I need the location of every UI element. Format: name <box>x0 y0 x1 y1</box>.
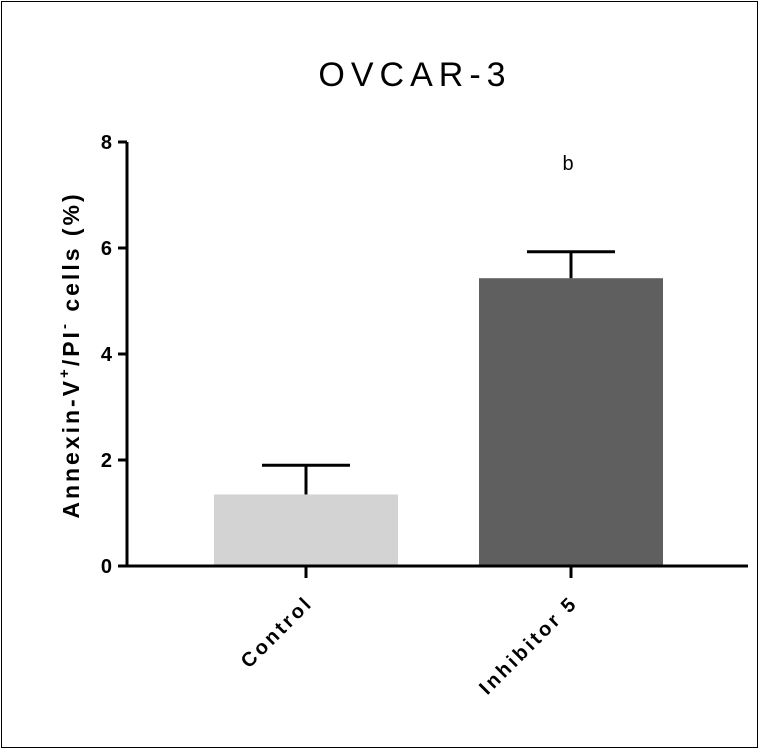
x-tick-label-1: Inhibitor 5 <box>475 592 582 699</box>
y-axis-label-sup1: + <box>56 366 73 378</box>
y-axis-label: Annexin-V+/PI- cells (%) <box>56 191 84 518</box>
y-tick-label-1: 2 <box>101 450 112 472</box>
plot-area: b 0 2 4 6 8 Control Inhibitor 5 <box>101 132 748 699</box>
y-tick-label-3: 6 <box>101 238 112 260</box>
bar-1 <box>479 278 663 566</box>
annotation-1: b <box>562 153 573 175</box>
y-axis-label-part2: /PI <box>58 329 84 366</box>
y-axis-label-part3: cells (%) <box>58 191 84 321</box>
y-tick-label-0: 0 <box>101 556 112 578</box>
chart-title: OVCAR-3 <box>318 56 511 94</box>
bar-0 <box>214 494 398 566</box>
y-axis-label-part1: Annexin-V <box>58 378 84 519</box>
x-tick-label-0: Control <box>237 592 318 673</box>
y-tick-label-2: 4 <box>101 344 113 366</box>
y-tick-label-4: 8 <box>101 132 112 154</box>
y-axis-label-sup2: - <box>56 321 73 329</box>
